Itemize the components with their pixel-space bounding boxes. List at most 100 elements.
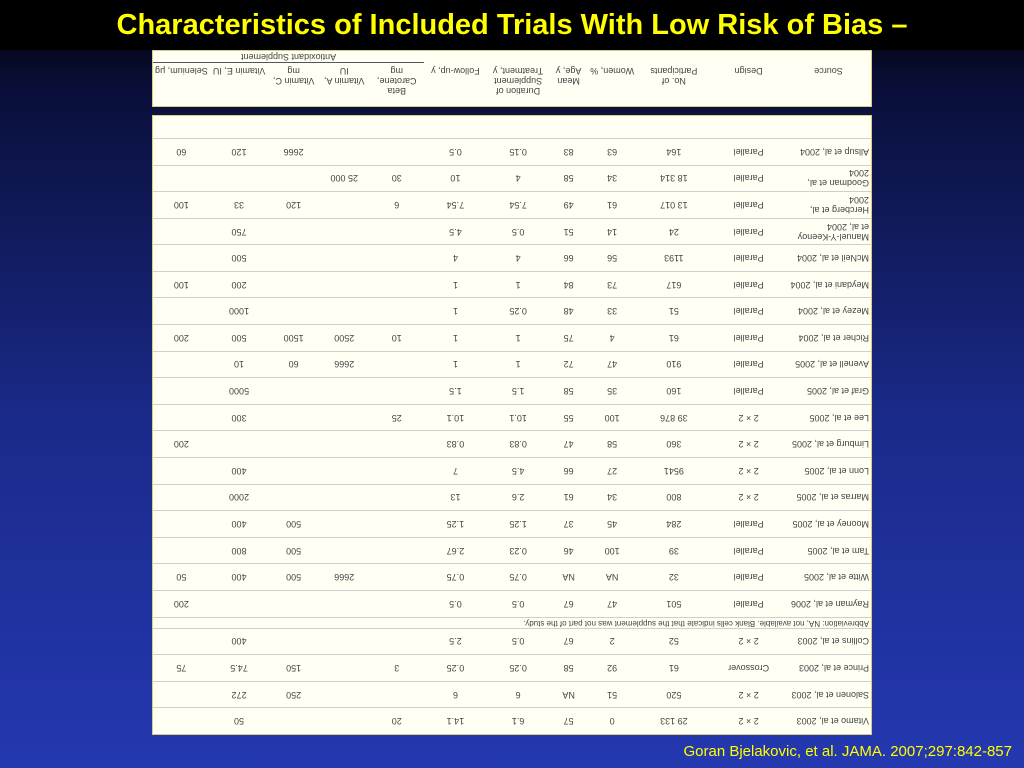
table-cell: 39 876 bbox=[636, 404, 712, 431]
table-row: Salonen et al, 2003 2 × 2 520 51 NA 6 6 250 272 bbox=[153, 681, 871, 708]
table-cell: 2 × 2 bbox=[711, 430, 787, 458]
table-cell: 200 bbox=[153, 590, 210, 618]
table-cell: 4 bbox=[424, 244, 487, 272]
column-header: Duration of Supplement Treatment, y bbox=[493, 66, 544, 96]
table-cell bbox=[268, 298, 319, 325]
table-header: Source Design No. of Participants Women, % M… bbox=[153, 51, 871, 106]
table-cell: 58 bbox=[549, 377, 588, 405]
source-cell: Rayman et al, 2006 bbox=[786, 590, 871, 618]
table-cell bbox=[318, 404, 370, 431]
table-cell: 1.5 bbox=[486, 377, 550, 405]
table-cell: 60 bbox=[153, 138, 210, 166]
table-cell: 500 bbox=[268, 510, 319, 538]
table-cell bbox=[153, 707, 210, 734]
table-cell bbox=[318, 484, 370, 511]
table-cell bbox=[369, 430, 425, 458]
table-cell: 0.75 bbox=[424, 563, 487, 591]
column-header: Vitamin E, IU bbox=[212, 66, 266, 76]
table-row: Richer et al, 2004 Parallel 61 4 75 1 1 10 2500 1… bbox=[153, 324, 871, 352]
table-cell: 13 bbox=[424, 484, 487, 511]
table-cell: 0.5 bbox=[486, 218, 550, 245]
table-cell: 74.5 bbox=[209, 654, 269, 682]
table-cell: 2 × 2 bbox=[711, 628, 787, 655]
table-cell: 200 bbox=[209, 271, 269, 298]
table-cell bbox=[318, 590, 370, 618]
table-cell: 1500 bbox=[268, 324, 319, 352]
column-header: No. of Participants bbox=[650, 66, 698, 86]
table-cell: 50 bbox=[153, 563, 210, 591]
table-cell bbox=[318, 244, 370, 272]
table-cell bbox=[153, 537, 210, 564]
table-cell bbox=[209, 590, 269, 618]
table-cell bbox=[268, 165, 319, 192]
table-cell: 1193 bbox=[636, 244, 712, 272]
table-row: Tam et al, 2005 Parallel 39 100 46 0.23 2.67 50… bbox=[153, 537, 871, 564]
table-cell: 0.15 bbox=[486, 138, 550, 166]
table-cell bbox=[153, 351, 210, 378]
table-cell: 9541 bbox=[636, 457, 712, 485]
table-cell: 55 bbox=[549, 404, 588, 431]
table-row: McNeil et al, 2004 Parallel 1193 56 66 4 4 500 bbox=[153, 244, 871, 272]
table-cell: Parallel bbox=[711, 165, 787, 192]
table-cell: 5000 bbox=[209, 377, 269, 405]
citation: Goran Bjelakovic, et al. JAMA. 2007;297:… bbox=[683, 743, 1012, 760]
table-cell bbox=[209, 430, 269, 458]
table-row: Mezey et al, 2004 Parallel 51 33 48 0.25 1 1000 bbox=[153, 298, 871, 325]
table-cell bbox=[318, 628, 370, 655]
table-cell bbox=[268, 244, 319, 272]
table-cell: 284 bbox=[636, 510, 712, 538]
table-cell: 51 bbox=[587, 681, 637, 708]
table-cell: 92 bbox=[587, 654, 637, 682]
table-cell: 1.25 bbox=[424, 510, 487, 538]
table-cell: 0 bbox=[587, 707, 637, 734]
table-cell: 2 × 2 bbox=[711, 457, 787, 485]
table-cell: Parallel bbox=[711, 351, 787, 378]
table-cell: 3 bbox=[369, 654, 425, 682]
table-cell: 25 bbox=[369, 404, 425, 431]
table-cell: 13 017 bbox=[636, 191, 712, 219]
table-cell: 150 bbox=[268, 654, 319, 682]
table-cell: 120 bbox=[268, 191, 319, 219]
table-cell bbox=[318, 681, 370, 708]
note-row: Abbreviation: NA, not available. Blank c… bbox=[153, 617, 871, 629]
table-cell bbox=[318, 510, 370, 538]
table-cell: 500 bbox=[209, 244, 269, 272]
table-cell: 500 bbox=[209, 324, 269, 352]
table-cell: Parallel bbox=[711, 377, 787, 405]
table-cell: 58 bbox=[587, 430, 637, 458]
table-cell bbox=[318, 377, 370, 405]
table-cell: 39 bbox=[636, 537, 712, 564]
column-header: Women, % bbox=[590, 66, 635, 76]
table-cell: 6.1 bbox=[486, 707, 550, 734]
table-body: Vitamo et al, 2003 2 × 2 29 133 0 57 6.1 14.1 2… bbox=[153, 138, 871, 734]
table-cell: 18 314 bbox=[636, 165, 712, 192]
slide-title: Characteristics of Included Trials With … bbox=[0, 0, 1024, 50]
table-cell: 10 bbox=[209, 351, 269, 378]
table-cell: 1.25 bbox=[486, 510, 550, 538]
column-header: Vitamin C, mg bbox=[272, 66, 315, 86]
table-cell: 58 bbox=[549, 165, 588, 192]
table-cell: 100 bbox=[587, 537, 637, 564]
table-cell: 250 bbox=[268, 681, 319, 708]
table-cell: Parallel bbox=[711, 590, 787, 618]
table-cell bbox=[369, 457, 425, 485]
table-cell: 46 bbox=[549, 537, 588, 564]
table-cell: 14 bbox=[587, 218, 637, 245]
table-cell bbox=[369, 218, 425, 245]
table-cell: 0.83 bbox=[424, 430, 487, 458]
table-cell: 300 bbox=[209, 404, 269, 431]
table-cell: 2 × 2 bbox=[711, 484, 787, 511]
table-cell bbox=[318, 654, 370, 682]
table-cell: 6 bbox=[424, 681, 487, 708]
source-cell: Graf et al, 2005 bbox=[786, 377, 871, 405]
table-cell: 2.67 bbox=[424, 537, 487, 564]
table-cell bbox=[153, 457, 210, 485]
table-cell: Parallel bbox=[711, 191, 787, 219]
source-cell: Witte et al, 2005 bbox=[786, 563, 871, 591]
table-cell bbox=[268, 271, 319, 298]
table-cell bbox=[369, 271, 425, 298]
source-cell: Allsup et al, 2004 bbox=[786, 138, 871, 166]
source-cell: Collins et al, 2003 bbox=[786, 628, 871, 655]
table-cell: 910 bbox=[636, 351, 712, 378]
table-row: Mooney et al, 2005 Parallel 284 45 37 1.25 1.2… bbox=[153, 510, 871, 538]
